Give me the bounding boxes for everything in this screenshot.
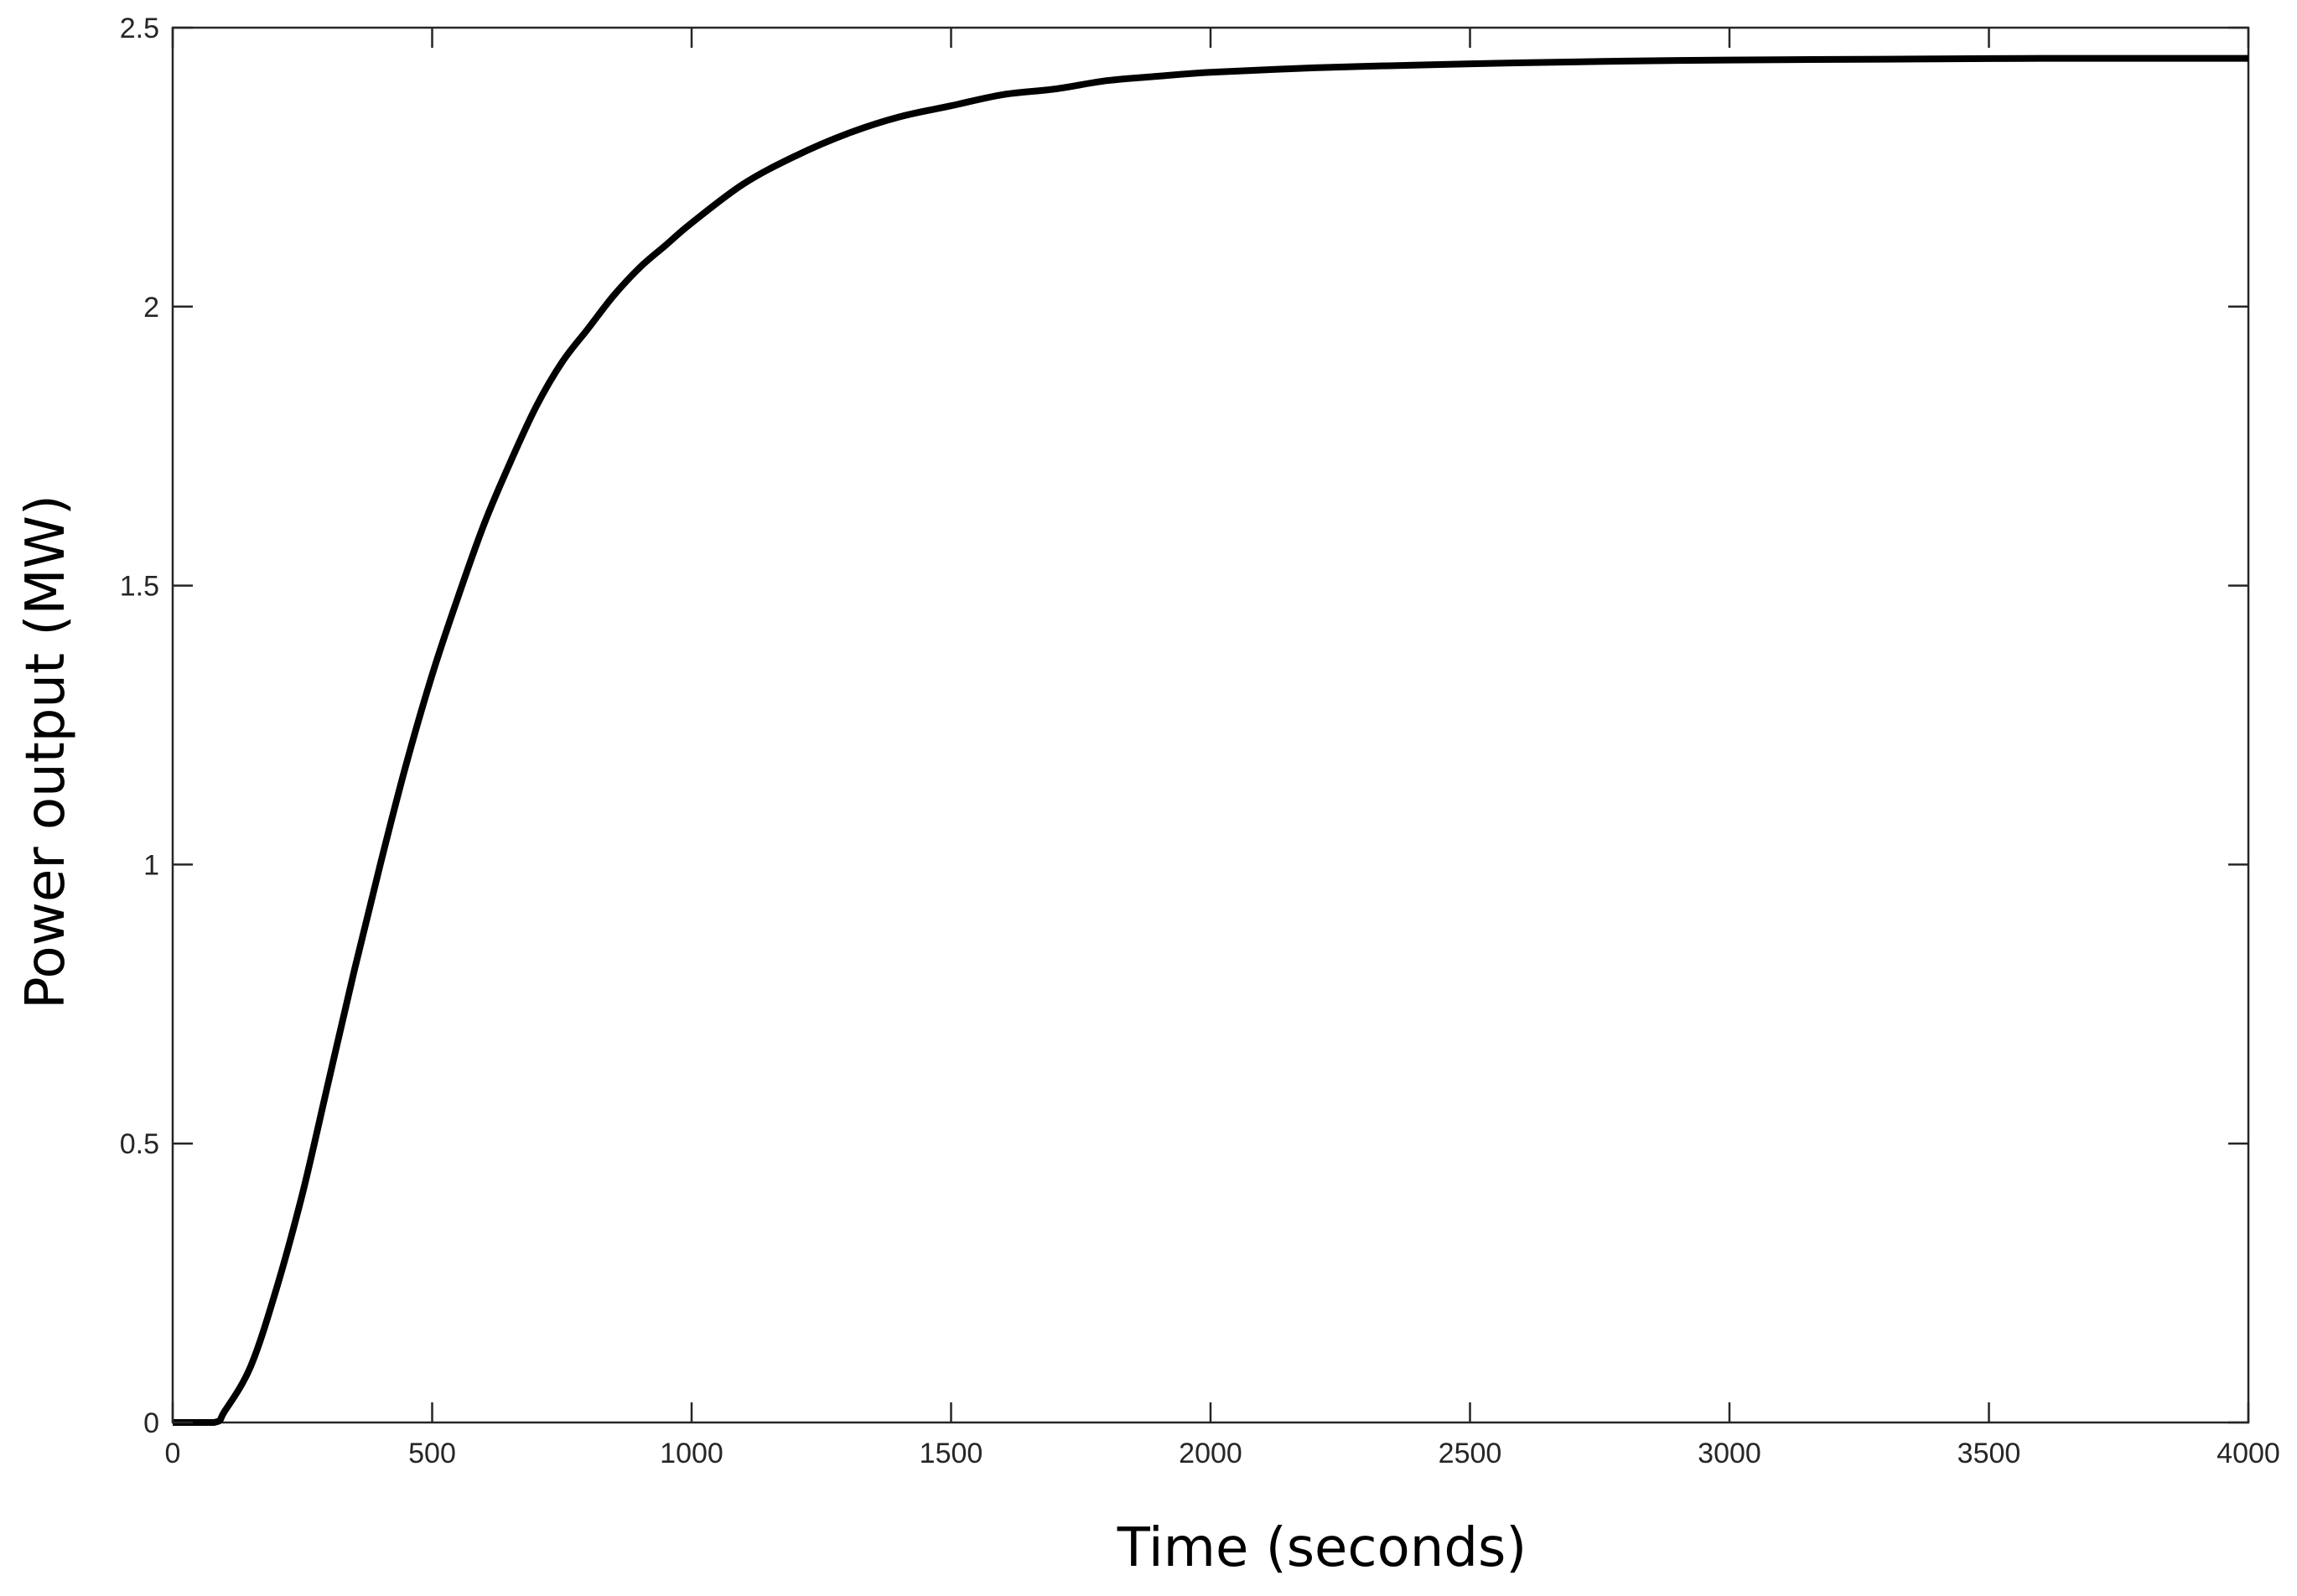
y-axis-title: Power output (MW) [15, 495, 77, 1009]
x-tick-label: 2000 [1179, 1438, 1242, 1469]
y-tick-label: 2 [143, 292, 159, 324]
x-tick-label: 3000 [1698, 1438, 1761, 1469]
x-tick-label: 4000 [2217, 1438, 2280, 1469]
x-tick-label: 3500 [1957, 1438, 2021, 1469]
x-tick-label: 1500 [920, 1438, 983, 1469]
x-axis-ticks: 0 500 1000 1500 2000 2500 3000 3500 4000 [165, 28, 2280, 1469]
y-tick-label: 1.5 [120, 571, 159, 603]
x-axis-title: Time (seconds) [1117, 1517, 1527, 1579]
x-tick-label: 2500 [1439, 1438, 1502, 1469]
x-tick-label: 0 [165, 1438, 181, 1469]
y-tick-label: 0.5 [120, 1128, 159, 1160]
x-tick-label: 1000 [660, 1438, 723, 1469]
y-tick-label: 2.5 [120, 13, 159, 44]
series-line-0 [173, 54, 2248, 1426]
plot-area [171, 26, 2250, 1426]
axes-box [171, 26, 2250, 1424]
y-axis-ticks: 0 0.5 1 1.5 2 2.5 [120, 13, 2248, 1439]
x-tick-label: 500 [408, 1438, 456, 1469]
y-tick-label: 1 [143, 849, 159, 881]
y-tick-label: 0 [143, 1407, 159, 1439]
